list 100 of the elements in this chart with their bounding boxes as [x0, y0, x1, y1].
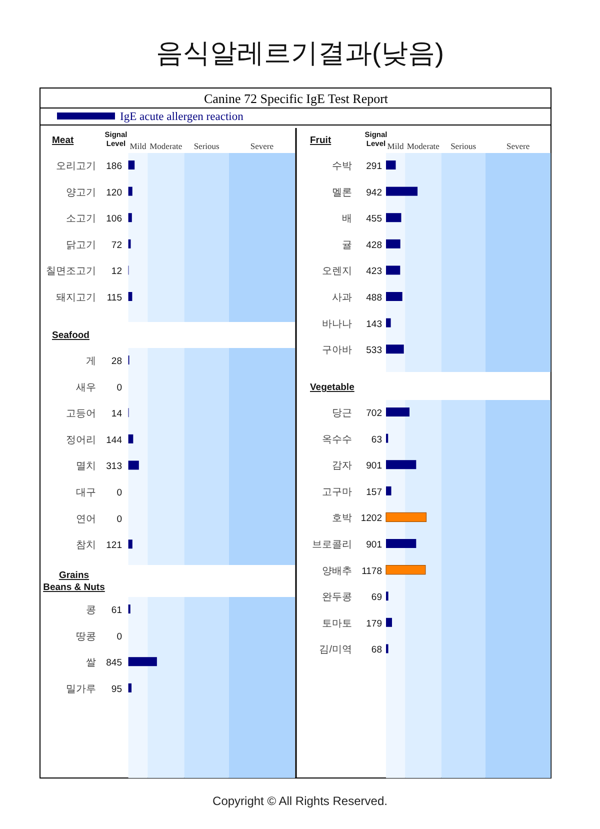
text: 음식알레르기결과(낮음) [156, 38, 444, 68]
y-tick-label: 닭고기 [66, 240, 96, 251]
y-tick-label: 토마토 [322, 618, 352, 630]
y-tick-label: 소고기 [66, 214, 96, 225]
y-tick-label: 멸치 [76, 461, 96, 472]
chart-title: Grains [58, 570, 90, 581]
y-tick-label: 밀가루 [66, 684, 96, 695]
y-tick-label: 브로콜리 [312, 540, 352, 550]
band-label: Serious [450, 141, 476, 151]
band-label: Mild [387, 141, 405, 151]
y-tick-label: 구아바 [322, 345, 352, 356]
data-label: 186 [106, 161, 122, 172]
data-label: 0 [116, 488, 122, 498]
y-tick-label: 바나나 [322, 318, 352, 330]
data-label: 143 [366, 318, 382, 330]
band-label: Moderate [406, 141, 440, 151]
data-label: 428 [366, 240, 382, 251]
y-tick-label: 정어리 [66, 434, 96, 446]
data-label: 0 [116, 631, 122, 642]
data-label: 488 [366, 292, 382, 304]
bar [386, 486, 392, 496]
y-tick-label: 참치 [76, 540, 96, 552]
data-label: 845 [106, 658, 122, 669]
data-label: 0 [116, 382, 122, 394]
y-tick-label: 배 [342, 214, 352, 225]
bar [128, 460, 139, 470]
data-label: 455 [366, 214, 382, 225]
chart-title: Fruit [310, 135, 332, 146]
y-tick-label: 새우 [76, 382, 96, 394]
data-label: 14 [111, 408, 122, 420]
y-tick-label: 당근 [332, 408, 352, 419]
chart-title: Seafood [52, 330, 90, 341]
chart-subtitle: Beans & Nuts [43, 582, 105, 593]
data-label: 1178 [362, 566, 382, 577]
data-label: 61 [111, 605, 122, 616]
data-label: 533 [366, 345, 382, 356]
bar [386, 239, 400, 248]
data-label: 68 [371, 644, 382, 656]
bar [386, 512, 427, 522]
bar [386, 186, 418, 196]
y-tick-label: 호박 [332, 513, 352, 524]
data-label: 63 [371, 434, 382, 446]
data-label: 423 [366, 266, 382, 278]
bar [386, 266, 400, 275]
bar [386, 292, 402, 301]
y-tick-label: 대구 [76, 488, 96, 498]
bar [386, 408, 410, 416]
text: IgE acute allergen reaction [120, 111, 244, 123]
chart-title: Meat [52, 135, 74, 146]
y-tick-label: 쌀 [86, 658, 96, 669]
bar [386, 160, 396, 170]
data-label: 901 [366, 540, 382, 550]
band-label: Moderate [150, 141, 182, 151]
data-label: 106 [106, 214, 122, 225]
y-tick-label: 멜론 [332, 187, 352, 198]
bar [386, 565, 426, 575]
data-label: 144 [106, 434, 122, 446]
data-label: 12 [111, 266, 122, 278]
y-tick-label: 완두콩 [322, 592, 352, 604]
data-label: 115 [106, 292, 122, 304]
bar [128, 540, 132, 549]
data-label: 120 [106, 187, 122, 198]
band-label: Severe [250, 141, 274, 151]
data-label: 95 [111, 684, 122, 695]
y-tick-label: 돼지고기 [56, 292, 96, 304]
data-label: 901 [366, 460, 382, 472]
y-tick-label: 고구마 [322, 486, 352, 498]
y-tick-label: 양배추 [322, 566, 352, 577]
data-label: 0 [116, 514, 122, 525]
y-tick-label: 사과 [332, 292, 352, 304]
bar [386, 618, 392, 627]
band-label: Mild [130, 141, 147, 151]
y-tick-label: 옥수수 [322, 434, 352, 446]
y-tick-label: 오리고기 [56, 161, 96, 172]
bar [386, 539, 416, 548]
data-label: 702 [366, 408, 382, 419]
data-label: 157 [366, 486, 382, 498]
band-label: Serious [194, 141, 220, 151]
y-tick-label: 땅콩 [76, 631, 96, 642]
data-label: 69 [371, 592, 382, 604]
y-tick-label: 오렌지 [322, 266, 352, 278]
bar [386, 344, 404, 354]
data-label: 942 [366, 187, 382, 198]
bar [386, 460, 416, 470]
data-label: 313 [106, 461, 122, 472]
y-tick-label: 콩 [86, 605, 96, 616]
y-tick-label: 고등어 [66, 408, 96, 420]
data-label: 1202 [360, 513, 382, 524]
text: Copyright © All Rights Reserved. [212, 794, 388, 808]
y-tick-label: 수박 [332, 161, 352, 172]
data-label: 291 [366, 161, 382, 172]
y-tick-label: 칠면조고기 [46, 266, 96, 278]
y-tick-label: 연어 [76, 514, 96, 525]
y-tick-label: 귤 [342, 240, 352, 251]
y-tick-label: 김/미역 [319, 644, 352, 656]
bar [386, 318, 391, 328]
chart-title: Vegetable [310, 382, 354, 393]
data-label: 28 [111, 356, 122, 367]
bar [386, 213, 402, 222]
band-label: Severe [506, 141, 530, 151]
